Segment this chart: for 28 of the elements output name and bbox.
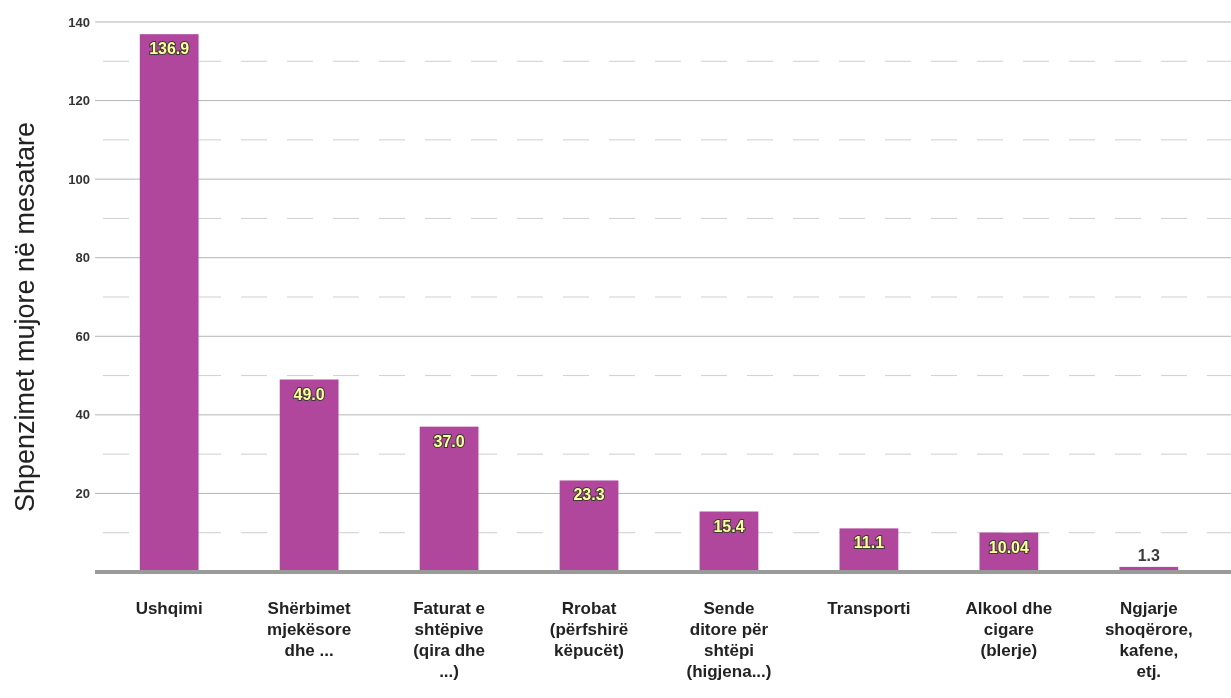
x-tick-label: Shërbimet mjekësore dhe ... (267, 599, 352, 660)
y-tick-label: 60 (75, 328, 90, 344)
data-label: 136.9 (149, 40, 190, 58)
data-label: 10.04 (988, 538, 1029, 556)
data-label: 15.4 (713, 517, 745, 535)
y-tick-label: 100 (68, 171, 90, 187)
x-tick-label: Rrobat (përfshirë këpucët) (549, 599, 629, 660)
data-label: 49.0 (293, 385, 325, 403)
x-tick-label: Ngjarje shoqërore, kafene, etj. (1104, 599, 1193, 681)
y-tick-label: 120 (68, 93, 90, 109)
x-tick-label: Faturat e shtëpive (qira dhe ...) (413, 599, 485, 681)
bar (559, 480, 619, 572)
x-tick-label: Ushqimi (135, 599, 203, 618)
x-tick-label: Sende ditore për shtëpi (higjena...) (686, 599, 772, 681)
x-tick-label: Transporti (827, 599, 911, 618)
data-label: 1.3 (1137, 546, 1161, 564)
y-tick-label: 140 (68, 14, 90, 30)
y-tick-label: 80 (75, 250, 90, 266)
bar (419, 426, 479, 572)
bar (139, 34, 199, 572)
y-tick-label: 20 (75, 485, 90, 501)
y-tick-label: 40 (75, 407, 90, 423)
data-label: 11.1 (853, 534, 885, 552)
bar (279, 379, 339, 572)
data-label: 37.0 (433, 432, 465, 450)
data-label: 23.3 (573, 486, 605, 504)
x-tick-label: Alkool dhe cigare (blerje) (965, 599, 1053, 660)
y-axis-title: Shpenzimet mujore në mesatare (10, 121, 40, 513)
